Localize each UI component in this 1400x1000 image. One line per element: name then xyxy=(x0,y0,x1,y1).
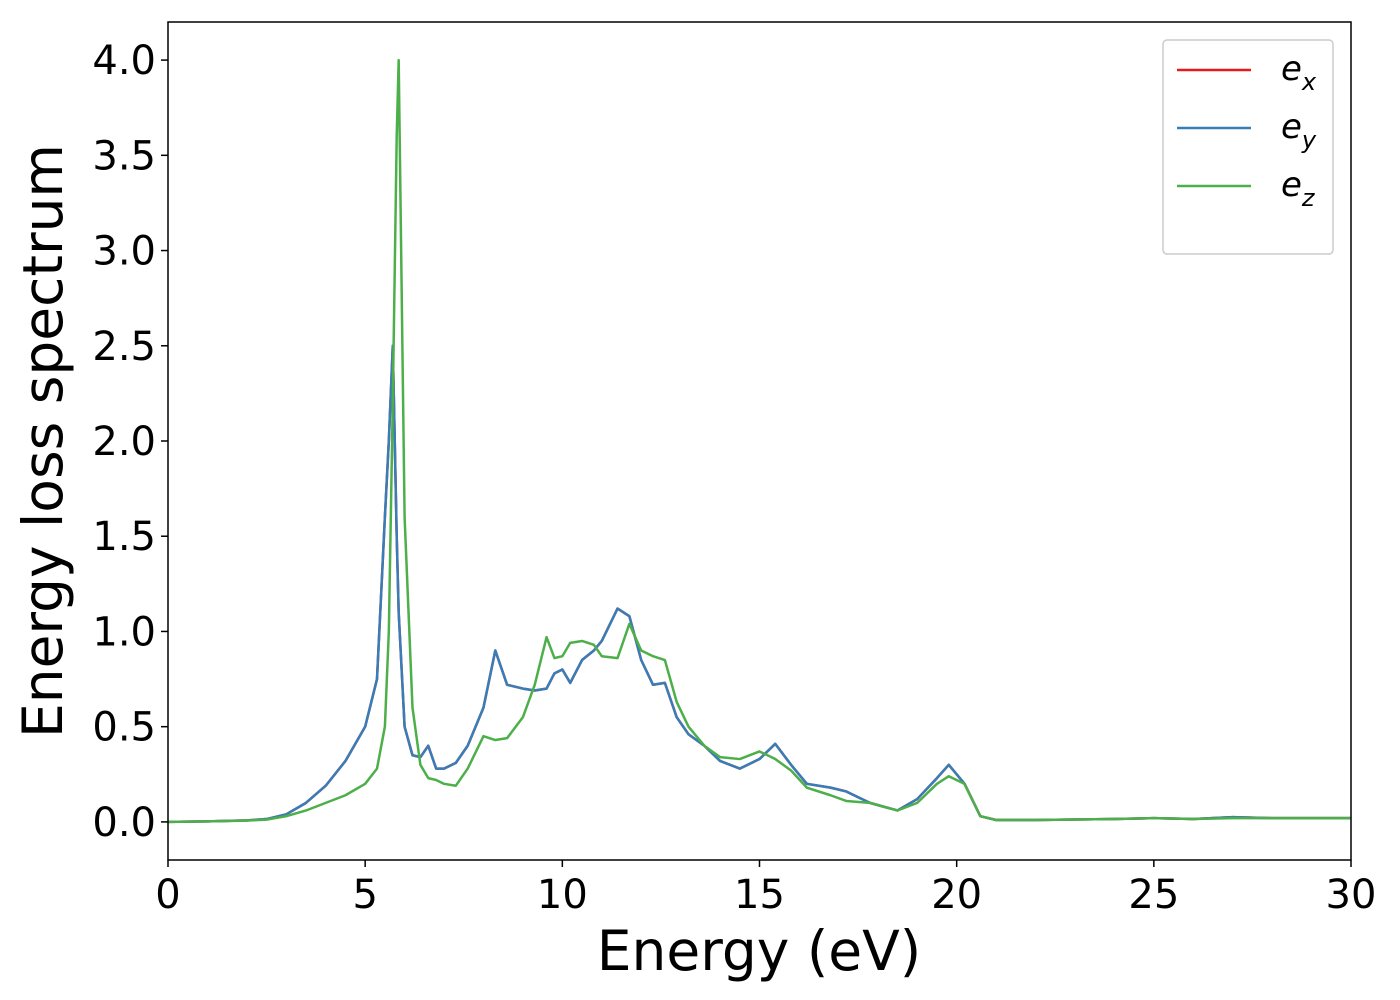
x-tick-label: 20 xyxy=(931,872,982,918)
legend-box xyxy=(1162,39,1334,255)
y-tick-label: 1.5 xyxy=(92,514,156,560)
plot-frame xyxy=(167,21,1352,861)
x-tick-label: 0 xyxy=(155,872,180,918)
y-tick-label: 0.0 xyxy=(92,800,156,846)
y-tick-label: 3.0 xyxy=(92,229,156,275)
y-tick-label: 2.0 xyxy=(92,419,156,465)
x-tick-label: 30 xyxy=(1326,872,1377,918)
series-line xyxy=(167,58,1351,824)
x-tick-label: 25 xyxy=(1128,872,1179,918)
legend-label: ex xyxy=(1281,49,1317,96)
y-tick-label: 0.5 xyxy=(92,705,156,751)
y-axis-label: Energy loss spectrum xyxy=(11,144,75,738)
x-tick-label: 15 xyxy=(734,872,785,918)
y-tick-label: 1.0 xyxy=(92,609,156,655)
y-tick-label: 3.5 xyxy=(92,133,156,179)
legend-label: ez xyxy=(1281,165,1316,212)
legend-label: ey xyxy=(1281,107,1317,154)
series-line xyxy=(167,344,1351,824)
y-tick-label: 2.5 xyxy=(92,324,156,370)
x-axis-label: Energy (eV) xyxy=(597,919,921,983)
x-tick-label: 10 xyxy=(537,872,588,918)
x-tick-label: 5 xyxy=(352,872,377,918)
y-tick-label: 4.0 xyxy=(92,38,156,84)
